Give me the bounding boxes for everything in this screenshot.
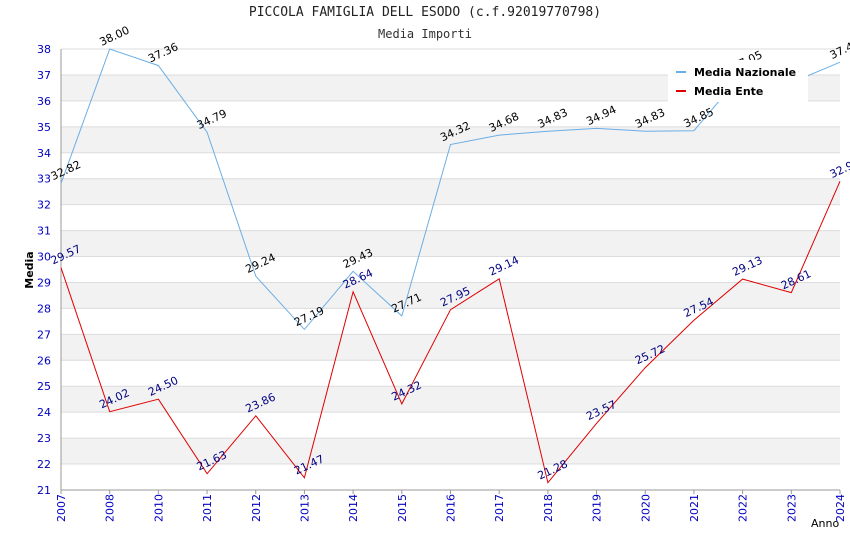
y-tick-label: 29 [37,276,51,289]
grid-band [61,152,840,179]
x-tick-label: 2008 [104,494,117,522]
y-tick-label: 32 [37,199,51,212]
x-tick-label: 2020 [639,494,652,522]
x-tick-label: 2018 [542,494,555,522]
y-tick-label: 27 [37,328,51,341]
x-tick-label: 2012 [250,494,263,522]
x-tick-label: 2022 [737,494,750,522]
x-tick-label: 2021 [688,494,701,522]
y-tick-label: 35 [37,121,51,134]
x-tick-label: 2011 [201,494,214,522]
y-tick-label: 34 [37,147,51,160]
grid-band [61,256,840,283]
x-axis-title: Anno [811,517,839,530]
data-label: 37.49 [828,37,850,62]
y-tick-label: 37 [37,69,51,82]
grid-band [61,204,840,231]
x-tick-label: 2007 [55,494,68,522]
series-line-media-ente [60,181,841,484]
x-tick-label: 2010 [152,494,165,522]
chart-title: PICCOLA FAMIGLIA DELL ESODO (c.f.9201977… [248,5,602,20]
grid-band [61,334,840,361]
data-label: 38.00 [97,24,131,49]
x-tick-label: 2013 [298,494,311,522]
grid-band [61,282,840,309]
grid-band [61,126,840,153]
legend-label: Media Ente [694,85,763,98]
legend-label: Media Nazionale [694,66,796,79]
y-tick-label: 24 [37,406,51,419]
y-tick-label: 21 [37,484,51,497]
grid-band [61,308,840,335]
x-tick-label: 2024 [834,494,847,522]
y-tick-label: 28 [37,302,51,315]
x-tick-label: 2016 [445,494,458,522]
y-tick-label: 22 [37,458,51,471]
y-tick-label: 31 [37,225,51,238]
y-tick-label: 38 [37,43,51,56]
grid-band [61,230,840,257]
y-tick-label: 23 [37,432,51,445]
chart-subtitle: Media Importi [378,27,472,41]
y-tick-label: 26 [37,354,51,367]
grid-band [61,100,840,127]
x-tick-label: 2019 [591,494,604,522]
x-tick-label: 2023 [785,494,798,522]
legend-box [668,60,808,102]
grid-band [61,386,840,413]
y-tick-label: 36 [37,95,51,108]
grid-band [61,412,840,439]
grid-band [61,438,840,465]
y-tick-label: 33 [37,173,51,186]
y-tick-label: 25 [37,380,51,393]
x-tick-label: 2017 [493,494,506,522]
x-tick-label: 2014 [347,494,360,522]
grid-band [61,360,840,387]
grid-band [61,464,840,490]
x-tick-label: 2015 [396,494,409,522]
y-tick-label: 30 [37,251,51,264]
grid-band [61,178,840,205]
y-axis-title: Media [23,251,36,288]
series-line-media-nazionale [60,48,841,331]
